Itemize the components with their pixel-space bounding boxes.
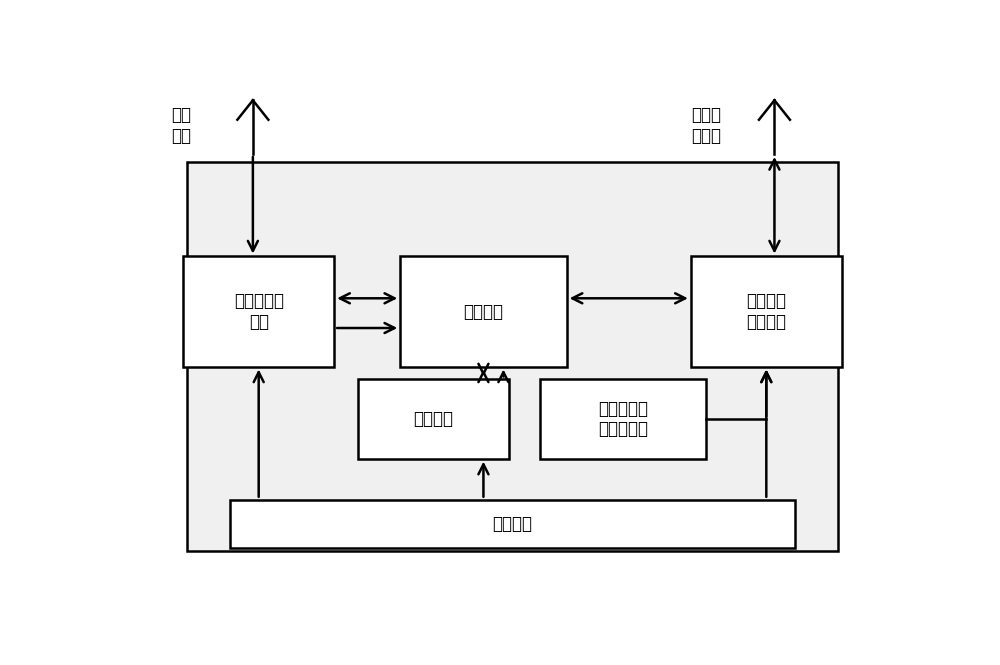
Bar: [400, 257, 567, 366]
Text: 高精度定位
模块: 高精度定位 模块: [234, 292, 284, 331]
Text: 电源模块: 电源模块: [492, 515, 532, 533]
Text: 卫星
天线: 卫星 天线: [172, 106, 192, 145]
Bar: [691, 257, 842, 366]
Bar: [540, 379, 706, 459]
Text: 存储模块: 存储模块: [413, 410, 453, 428]
Bar: [187, 162, 838, 551]
Text: 铁路无线
射频模块: 铁路无线 射频模块: [746, 292, 786, 331]
Bar: [358, 379, 509, 459]
Text: 铁路路网电
子地图模块: 铁路路网电 子地图模块: [598, 400, 648, 438]
Text: 铁路射
频天线: 铁路射 频天线: [691, 106, 721, 145]
Bar: [230, 499, 795, 549]
Text: 微处理器: 微处理器: [463, 303, 503, 321]
Bar: [183, 257, 334, 366]
